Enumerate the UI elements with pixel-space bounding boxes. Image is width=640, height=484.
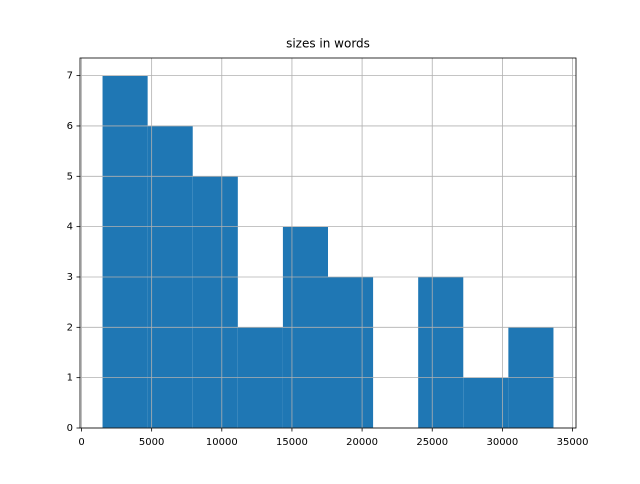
y-tick-label: 0	[67, 423, 73, 434]
y-tick-label: 4	[67, 222, 73, 233]
x-tick-label: 35000	[557, 437, 589, 448]
y-tick-label: 7	[67, 71, 73, 82]
y-tick-label: 1	[67, 373, 73, 384]
bar	[418, 276, 464, 428]
bar	[328, 276, 374, 428]
bar	[102, 75, 148, 428]
y-tick-label: 2	[67, 322, 73, 333]
y-tick-label: 5	[67, 171, 73, 182]
x-tick-label: 20000	[346, 437, 378, 448]
x-tick-label: 5000	[139, 437, 164, 448]
plot-frame	[79, 57, 577, 429]
y-tick-label: 6	[67, 121, 73, 132]
bar	[192, 176, 238, 428]
x-tick-label: 0	[78, 437, 84, 448]
chart-title: sizes in words	[286, 37, 370, 51]
x-tick-label: 10000	[206, 437, 238, 448]
bar	[463, 377, 509, 428]
x-tick-label: 25000	[416, 437, 448, 448]
x-tick-label: 15000	[276, 437, 308, 448]
y-tick-label: 3	[67, 272, 73, 283]
x-tick-label: 30000	[486, 437, 518, 448]
